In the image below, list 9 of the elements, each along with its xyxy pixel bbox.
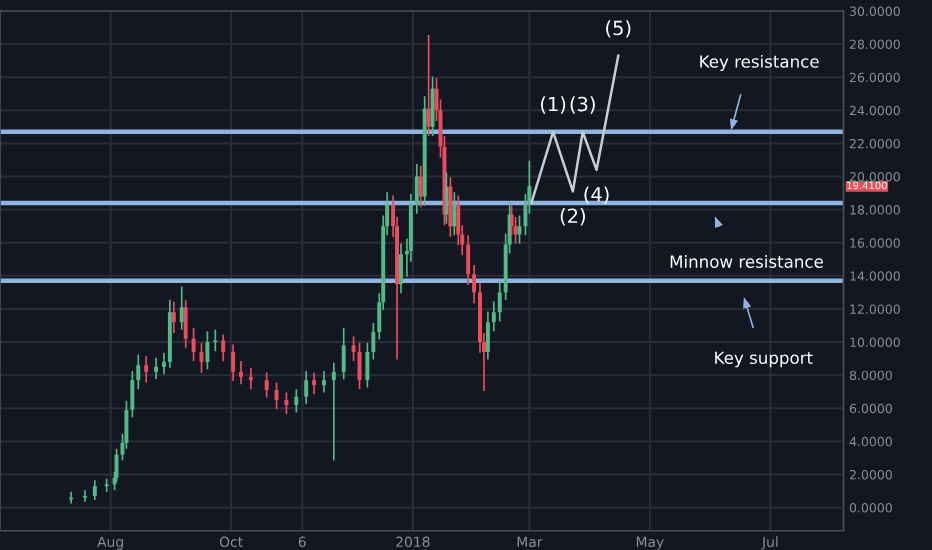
annotation: Key resistance bbox=[700, 54, 819, 72]
annotation: (2) bbox=[560, 208, 585, 226]
annotation: (1) bbox=[540, 96, 566, 114]
annotation: (3) bbox=[570, 96, 595, 114]
annotation: Key support bbox=[715, 351, 813, 368]
annotation: (5) bbox=[606, 20, 631, 38]
annotation: (4) bbox=[584, 186, 609, 204]
annotation: Minnow resistance bbox=[670, 255, 823, 268]
line-series bbox=[530, 54, 620, 205]
